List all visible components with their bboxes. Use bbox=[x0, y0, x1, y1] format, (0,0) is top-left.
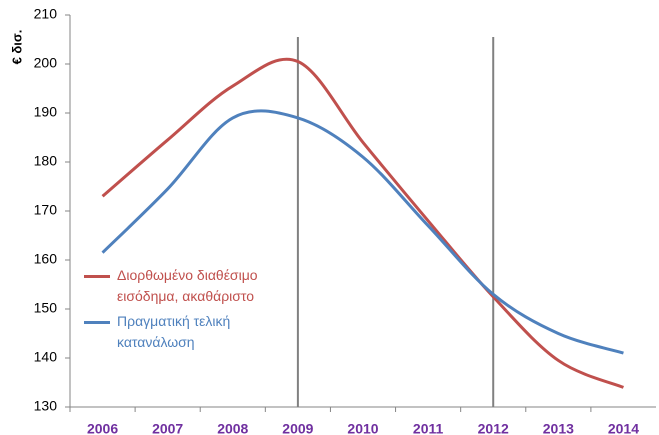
x-tick-label: 2010 bbox=[347, 421, 378, 435]
y-tick-label: 170 bbox=[34, 202, 58, 218]
y-tick-label: 210 bbox=[34, 6, 58, 22]
y-tick-label: 130 bbox=[34, 398, 58, 414]
series-line bbox=[101, 57, 625, 389]
x-tick-label: 2013 bbox=[543, 421, 574, 435]
x-tick-label: 2011 bbox=[413, 421, 444, 435]
y-tick-label: 140 bbox=[34, 349, 58, 365]
legend-entry: Διορθωμένο διαθέσιμο εισόδημα, ακαθάριστ… bbox=[84, 265, 284, 307]
x-tick-label: 2007 bbox=[152, 421, 183, 435]
x-tick-label: 2009 bbox=[282, 421, 313, 435]
x-tick-label: 2014 bbox=[608, 421, 639, 435]
legend-swatch bbox=[84, 321, 110, 324]
x-tick-label: 2012 bbox=[478, 421, 509, 435]
y-tick-label: 190 bbox=[34, 104, 58, 120]
series-line bbox=[101, 109, 624, 355]
legend-swatch bbox=[84, 275, 110, 278]
legend-label: Πραγματική τελική κατανάλωση bbox=[117, 313, 231, 350]
x-tick-label: 2006 bbox=[87, 421, 118, 435]
x-tick-label: 2008 bbox=[217, 421, 248, 435]
y-tick-label: 180 bbox=[34, 153, 58, 169]
legend-entry: Πραγματική τελική κατανάλωση bbox=[84, 311, 284, 353]
y-tick-label: 150 bbox=[34, 300, 58, 316]
y-axis-label: € δισ. bbox=[9, 30, 24, 65]
y-tick-label: 160 bbox=[34, 251, 58, 267]
y-tick-label: 200 bbox=[34, 55, 58, 71]
legend-label: Διορθωμένο διαθέσιμο εισόδημα, ακαθάριστ… bbox=[117, 267, 258, 304]
